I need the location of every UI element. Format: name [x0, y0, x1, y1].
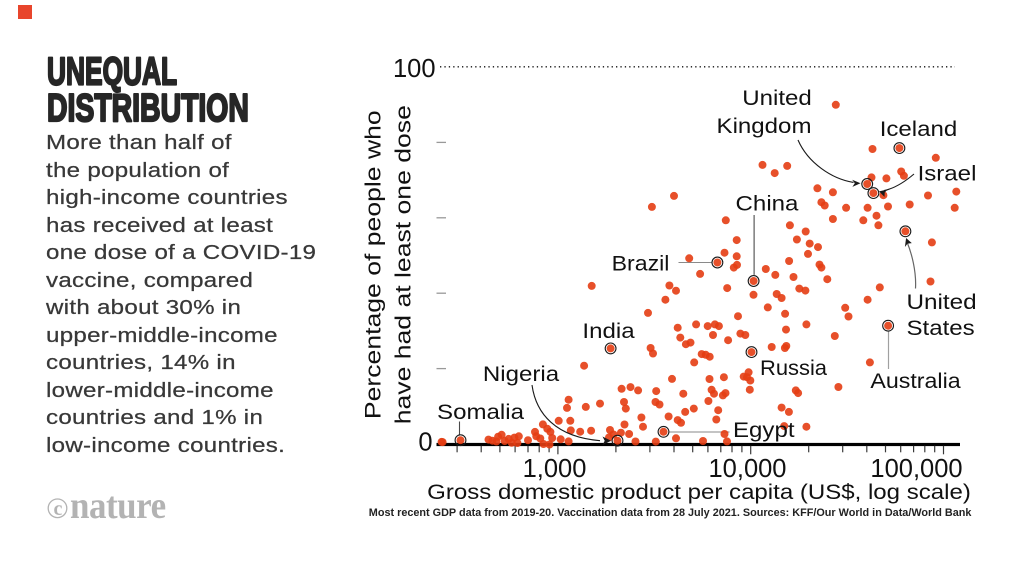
- svg-text:100,000: 100,000: [870, 455, 962, 483]
- svg-text:China: China: [736, 191, 799, 215]
- svg-text:States: States: [907, 315, 975, 339]
- svg-text:India: India: [582, 318, 635, 342]
- svg-text:Percentage of people who: Percentage of people who: [362, 110, 386, 419]
- svg-text:United: United: [742, 85, 812, 109]
- svg-text:Most recent GDP data from 2019: Most recent GDP data from 2019-20. Vacci…: [369, 507, 973, 519]
- svg-text:1,000: 1,000: [523, 455, 587, 483]
- svg-text:Russia: Russia: [760, 355, 828, 380]
- svg-text:Egypt: Egypt: [733, 417, 795, 441]
- svg-text:Gross domestic product per cap: Gross domestic product per capita (US$, …: [427, 480, 971, 503]
- svg-text:0: 0: [418, 429, 432, 457]
- svg-text:Somalia: Somalia: [437, 399, 524, 423]
- svg-text:DISTRIBUTION: DISTRIBUTION: [47, 87, 249, 130]
- svg-text:10,000: 10,000: [709, 455, 787, 483]
- svg-text:United: United: [907, 289, 977, 313]
- svg-text:UNEQUAL: UNEQUAL: [47, 51, 177, 94]
- svg-text:Brazil: Brazil: [612, 251, 670, 275]
- svg-text:Nigeria: Nigeria: [483, 361, 560, 385]
- svg-text:Australia: Australia: [870, 369, 961, 393]
- svg-text:Israel: Israel: [918, 161, 977, 185]
- svg-text:have had at least one dose: have had at least one dose: [392, 105, 416, 424]
- svg-text:100: 100: [393, 55, 436, 83]
- svg-text:Iceland: Iceland: [880, 116, 958, 140]
- svg-text:Kingdom: Kingdom: [717, 113, 812, 137]
- svg-text:c: c: [53, 498, 62, 520]
